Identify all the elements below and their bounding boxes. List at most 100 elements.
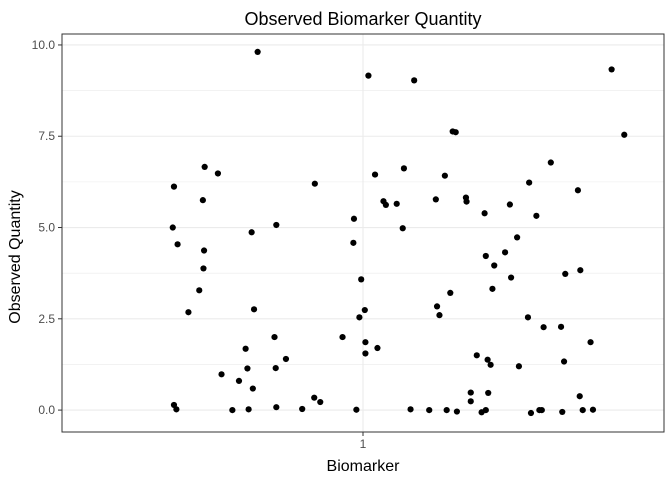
- data-point: [353, 406, 360, 413]
- data-point: [169, 224, 176, 231]
- data-points: [169, 48, 628, 417]
- data-point: [339, 333, 346, 341]
- data-point: [311, 394, 318, 401]
- data-point: [547, 159, 554, 166]
- data-point: [273, 221, 280, 229]
- data-point: [559, 408, 566, 416]
- data-point: [533, 212, 540, 219]
- data-point: [199, 197, 206, 204]
- data-point: [485, 389, 492, 397]
- data-point: [242, 345, 249, 352]
- data-point: [235, 377, 243, 384]
- x-tick-label: 1: [360, 437, 367, 451]
- data-point: [540, 324, 547, 331]
- data-point: [200, 265, 207, 272]
- data-point: [362, 339, 369, 346]
- data-point: [507, 274, 515, 281]
- data-point: [463, 198, 470, 205]
- data-point: [574, 187, 582, 194]
- data-point: [254, 48, 261, 55]
- y-tick-label: 0.0: [38, 403, 55, 417]
- x-axis: 1: [360, 432, 367, 451]
- data-point: [185, 309, 192, 316]
- data-point: [560, 358, 568, 365]
- data-point: [374, 344, 381, 352]
- data-point: [482, 406, 489, 414]
- data-point: [399, 225, 406, 232]
- x-axis-title: Biomarker: [327, 458, 401, 475]
- data-point: [362, 350, 369, 357]
- data-point: [311, 180, 318, 187]
- data-point: [244, 365, 251, 372]
- data-point: [579, 406, 586, 414]
- data-point: [400, 165, 408, 172]
- data-point: [441, 172, 448, 179]
- data-point: [453, 408, 461, 415]
- y-tick-label: 10.0: [32, 38, 56, 52]
- data-point: [436, 312, 443, 319]
- data-point: [538, 406, 545, 414]
- data-point: [432, 196, 439, 203]
- data-point: [515, 363, 523, 370]
- data-point: [489, 285, 496, 292]
- data-point: [317, 398, 324, 406]
- y-axis-title: Observed Quantity: [7, 190, 24, 323]
- data-point: [299, 405, 306, 413]
- data-point: [562, 270, 569, 277]
- data-point: [473, 352, 480, 359]
- data-point: [229, 406, 236, 414]
- data-point: [201, 163, 208, 171]
- data-point: [393, 200, 400, 207]
- data-point: [482, 252, 489, 260]
- plot-panel: [61, 33, 665, 433]
- data-point: [358, 276, 365, 283]
- data-point: [608, 66, 615, 73]
- data-point: [271, 333, 278, 341]
- data-point: [250, 306, 258, 313]
- data-point: [272, 365, 279, 372]
- data-point: [245, 406, 252, 413]
- y-tick-label: 2.5: [38, 312, 55, 326]
- data-point: [361, 306, 368, 314]
- data-point: [447, 289, 454, 296]
- data-point: [467, 389, 474, 396]
- data-point: [576, 393, 583, 400]
- data-point: [514, 234, 521, 241]
- data-point: [371, 171, 379, 178]
- data-point: [524, 314, 532, 321]
- data-point: [350, 215, 358, 222]
- data-point: [273, 404, 280, 411]
- data-point: [443, 406, 450, 414]
- data-point: [200, 247, 208, 254]
- data-point: [433, 303, 441, 310]
- chart-title: Observed Biomarker Quantity: [244, 9, 481, 29]
- data-point: [487, 361, 494, 368]
- data-point: [587, 339, 594, 346]
- data-point: [365, 72, 372, 79]
- data-point: [407, 406, 414, 413]
- data-point: [452, 129, 459, 136]
- data-point: [173, 406, 180, 413]
- data-point: [214, 170, 222, 177]
- data-point: [174, 241, 181, 248]
- data-point: [382, 201, 389, 208]
- data-point: [577, 267, 584, 274]
- data-point: [589, 406, 597, 413]
- data-point: [350, 239, 357, 246]
- y-tick-label: 5.0: [38, 221, 55, 235]
- major-gridlines: [62, 34, 664, 432]
- data-point: [484, 356, 491, 363]
- y-tick-label: 7.5: [38, 129, 55, 143]
- data-point: [467, 398, 474, 405]
- data-point: [196, 287, 203, 294]
- data-point: [248, 229, 255, 236]
- data-point: [527, 409, 535, 417]
- data-point: [249, 385, 256, 392]
- data-point: [557, 323, 565, 330]
- data-point: [426, 406, 433, 414]
- y-axis: 0.0 2.5 5.0 7.5 10.0: [32, 38, 62, 417]
- data-point: [411, 77, 418, 84]
- data-point: [526, 179, 533, 186]
- data-point: [481, 210, 488, 217]
